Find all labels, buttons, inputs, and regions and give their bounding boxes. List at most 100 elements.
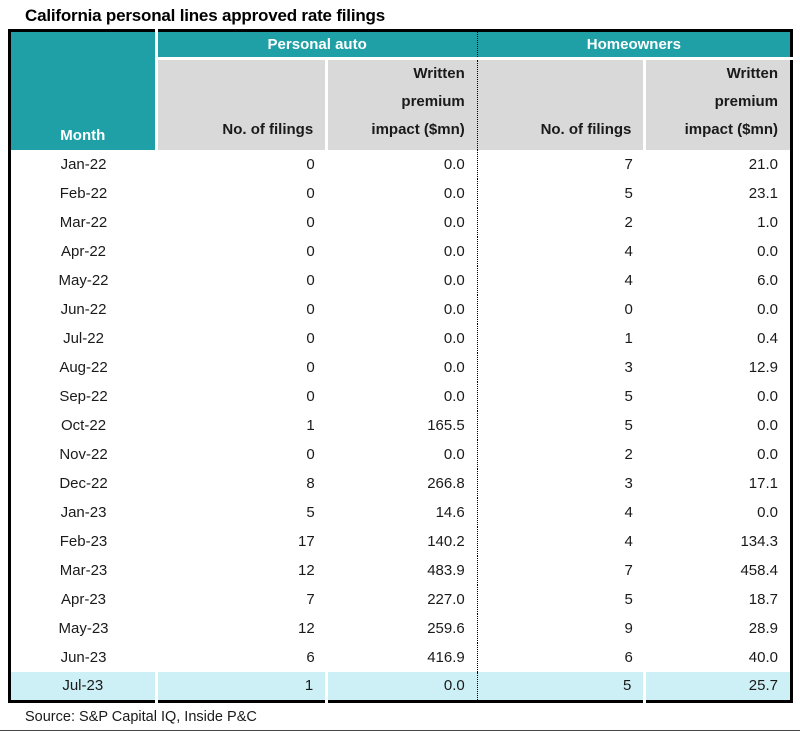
ho-impact-cell: 21.0	[644, 150, 792, 179]
pa-filings-cell: 12	[156, 556, 327, 585]
ho-impact-cell: 1.0	[644, 208, 792, 237]
ho-impact-cell: 17.1	[644, 469, 792, 498]
ho-filings-cell: 5	[476, 411, 645, 440]
ho-impact-cell: 6.0	[644, 266, 792, 295]
table-row: Jul-23 1 0.0 5 25.7	[9, 672, 792, 701]
table-row: May-22 0 0.0 4 6.0	[9, 266, 792, 295]
pa-filings-cell: 0	[156, 440, 327, 469]
table-row: Jun-22 0 0.0 0 0.0	[9, 295, 792, 324]
table-row: Sep-22 0 0.0 5 0.0	[9, 382, 792, 411]
month-cell: Jul-23	[9, 672, 158, 701]
pa-filings-cell: 1	[156, 411, 327, 440]
pa-impact-cell: 416.9	[326, 643, 478, 672]
ho-impact-cell: 40.0	[644, 643, 792, 672]
group-header-personal-auto: Personal auto	[154, 30, 478, 60]
month-cell: Apr-23	[9, 585, 157, 614]
ho-filings-header: No. of filings	[476, 58, 645, 150]
impact-header-line: Written	[726, 65, 778, 82]
impact-header-line: impact ($mn)	[371, 121, 465, 138]
ho-filings-cell: 4	[476, 266, 645, 295]
ho-filings-cell: 1	[476, 324, 645, 353]
ho-impact-cell: 23.1	[644, 179, 792, 208]
table-row: Dec-22 8 266.8 3 17.1	[9, 469, 792, 498]
pa-filings-cell: 12	[156, 614, 327, 643]
pa-impact-cell: 14.6	[326, 498, 478, 527]
impact-header-line: Written	[413, 65, 465, 82]
table-row: Jul-22 0 0.0 1 0.4	[9, 324, 792, 353]
ho-filings-cell: 5	[476, 382, 645, 411]
impact-header-line: premium	[401, 93, 465, 110]
table-row: Jan-22 0 0.0 7 21.0	[9, 150, 792, 179]
pa-filings-cell: 0	[156, 353, 327, 382]
month-cell: Oct-22	[9, 411, 157, 440]
pa-impact-cell: 0.0	[326, 150, 478, 179]
table-row: Apr-23 7 227.0 5 18.7	[9, 585, 792, 614]
pa-impact-cell: 0.0	[326, 179, 478, 208]
ho-impact-cell: 0.0	[644, 382, 792, 411]
table-body: Jan-22 0 0.0 7 21.0 Feb-22 0 0.0 5 23.1 …	[9, 150, 792, 701]
month-cell: Aug-22	[9, 353, 157, 382]
group-header-row: Month Personal auto Homeowners	[9, 30, 792, 150]
ho-filings-cell: 4	[476, 527, 645, 556]
ho-impact-cell: 0.4	[644, 324, 792, 353]
pa-impact-cell: 0.0	[326, 382, 478, 411]
rate-filings-table: Month Personal auto Homeowners No. of fi…	[8, 29, 793, 703]
ho-impact-cell: 0.0	[644, 295, 792, 324]
ho-filings-cell: 9	[476, 614, 645, 643]
pa-impact-cell: 483.9	[326, 556, 478, 585]
pa-filings-cell: 17	[156, 527, 327, 556]
impact-header-line: premium	[714, 93, 778, 110]
table-row: Apr-22 0 0.0 4 0.0	[9, 237, 792, 266]
month-cell: May-22	[9, 266, 157, 295]
pa-impact-cell: 0.0	[326, 440, 478, 469]
ho-filings-cell: 4	[476, 237, 645, 266]
month-cell: Feb-23	[9, 527, 157, 556]
month-cell: Jun-22	[9, 295, 157, 324]
month-column-header: Month	[9, 30, 157, 150]
pa-filings-cell: 0	[156, 208, 327, 237]
table-row: May-23 12 259.6 9 28.9	[9, 614, 792, 643]
ho-impact-cell: 12.9	[644, 353, 792, 382]
table-row: Mar-23 12 483.9 7 458.4	[9, 556, 792, 585]
month-cell: Dec-22	[9, 469, 157, 498]
table-row: Feb-23 17 140.2 4 134.3	[9, 527, 792, 556]
pa-impact-cell: 227.0	[326, 585, 478, 614]
impact-header-line: impact ($mn)	[684, 121, 778, 138]
pa-impact-cell: 0.0	[326, 295, 478, 324]
ho-impact-cell: 18.7	[644, 585, 792, 614]
table-row: Mar-22 0 0.0 2 1.0	[9, 208, 792, 237]
ho-filings-cell: 0	[476, 295, 645, 324]
table-header: Month Personal auto Homeowners No. of fi…	[9, 30, 792, 150]
month-cell: Mar-22	[9, 208, 157, 237]
ho-impact-cell: 0.0	[644, 498, 792, 527]
month-cell: Apr-22	[9, 237, 157, 266]
table-row: Aug-22 0 0.0 3 12.9	[9, 353, 792, 382]
ho-impact-cell: 0.0	[644, 237, 792, 266]
pa-impact-cell: 0.0	[326, 353, 478, 382]
table-row: Oct-22 1 165.5 5 0.0	[9, 411, 792, 440]
pa-filings-header: No. of filings	[154, 58, 327, 150]
pa-impact-cell: 0.0	[326, 672, 478, 701]
table-row: Feb-22 0 0.0 5 23.1	[9, 179, 792, 208]
pa-filings-cell: 1	[156, 672, 329, 701]
pa-impact-cell: 0.0	[326, 324, 478, 353]
pa-filings-cell: 0	[156, 295, 327, 324]
sub-header-row: No. of filings Written premium impact ($…	[10, 58, 792, 150]
ho-filings-cell: 5	[476, 672, 647, 701]
pa-filings-cell: 0	[156, 179, 327, 208]
pa-impact-cell: 0.0	[326, 208, 478, 237]
month-cell: Jul-22	[9, 324, 157, 353]
month-cell: Feb-22	[9, 179, 157, 208]
month-cell: Jun-23	[9, 643, 157, 672]
ho-filings-cell: 5	[476, 179, 645, 208]
ho-filings-cell: 5	[476, 585, 645, 614]
ho-filings-cell: 6	[476, 643, 645, 672]
month-cell: Sep-22	[9, 382, 157, 411]
pa-filings-cell: 8	[156, 469, 327, 498]
table-row: Jan-23 5 14.6 4 0.0	[9, 498, 792, 527]
month-cell: May-23	[9, 614, 157, 643]
source-note: Source: S&P Capital IQ, Inside P&C	[25, 708, 257, 725]
pa-impact-header: Written premium impact ($mn)	[325, 58, 478, 150]
pa-filings-cell: 0	[156, 266, 327, 295]
pa-impact-cell: 266.8	[326, 469, 478, 498]
